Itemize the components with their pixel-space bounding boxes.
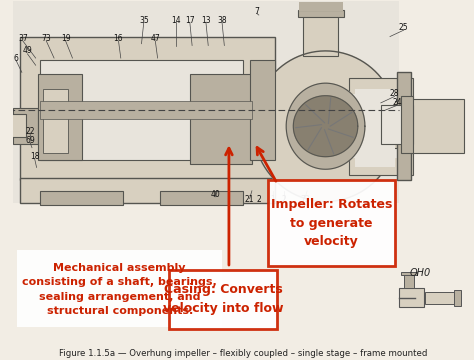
- Bar: [190, 74, 252, 164]
- Text: 2: 2: [282, 195, 286, 204]
- Text: 25: 25: [399, 23, 409, 32]
- Bar: [250, 60, 275, 160]
- Text: 14: 14: [171, 16, 181, 25]
- Bar: [38, 74, 82, 160]
- Text: Mechanical assembly
consisting of a shaft, bearings,
sealing arrangement, and
st: Mechanical assembly consisting of a shaf…: [22, 263, 217, 316]
- Bar: [404, 274, 414, 288]
- Bar: [339, 94, 404, 158]
- Bar: [362, 101, 397, 148]
- Bar: [425, 292, 456, 304]
- Polygon shape: [293, 96, 358, 157]
- Bar: [13, 108, 38, 144]
- Bar: [13, 1, 399, 203]
- Bar: [8, 114, 27, 137]
- Bar: [399, 288, 425, 307]
- Text: 17: 17: [185, 16, 195, 25]
- Text: 35: 35: [139, 16, 149, 25]
- Text: 19: 19: [61, 34, 70, 43]
- FancyBboxPatch shape: [268, 180, 394, 266]
- Bar: [298, 10, 344, 17]
- Polygon shape: [253, 51, 398, 202]
- FancyBboxPatch shape: [169, 270, 277, 329]
- Text: 73: 73: [41, 34, 51, 43]
- Text: 40: 40: [210, 190, 220, 199]
- Bar: [19, 37, 275, 180]
- Text: 69: 69: [25, 136, 35, 145]
- Bar: [399, 99, 464, 153]
- Text: 16: 16: [114, 34, 123, 43]
- Polygon shape: [286, 83, 365, 169]
- Bar: [356, 89, 394, 167]
- Text: 18: 18: [30, 152, 39, 161]
- Bar: [40, 101, 252, 119]
- Text: 73: 73: [300, 195, 310, 204]
- Bar: [397, 72, 410, 180]
- Text: 22: 22: [26, 127, 35, 136]
- Text: Casing: Converts
velocity into flow: Casing: Converts velocity into flow: [163, 283, 283, 315]
- Text: Figure 1.1.5a — Overhung impeller – flexibly coupled – single stage – frame moun: Figure 1.1.5a — Overhung impeller – flex…: [59, 348, 427, 357]
- Bar: [401, 96, 413, 153]
- Text: 28: 28: [390, 89, 399, 98]
- Bar: [401, 272, 417, 275]
- Text: 37: 37: [18, 34, 27, 43]
- Bar: [381, 105, 413, 144]
- Bar: [40, 191, 123, 205]
- Bar: [299, 3, 343, 12]
- Text: 49: 49: [22, 46, 32, 55]
- Text: 13: 13: [201, 16, 211, 25]
- Text: 7: 7: [254, 7, 259, 16]
- Bar: [40, 60, 243, 160]
- Text: 24: 24: [392, 98, 401, 107]
- Text: 1: 1: [270, 195, 275, 204]
- Bar: [455, 291, 461, 306]
- Bar: [348, 78, 413, 175]
- Bar: [43, 89, 68, 153]
- Text: 47: 47: [150, 34, 160, 43]
- Bar: [160, 191, 243, 205]
- Bar: [303, 15, 338, 56]
- Bar: [19, 178, 275, 203]
- Bar: [17, 250, 222, 327]
- Text: 38: 38: [217, 16, 227, 25]
- Text: OH0: OH0: [409, 268, 430, 278]
- Text: 21: 21: [245, 195, 255, 204]
- Text: Impeller: Rotates
to generate
velocity: Impeller: Rotates to generate velocity: [271, 198, 392, 248]
- Text: 6: 6: [14, 54, 19, 63]
- Text: 2: 2: [256, 195, 261, 204]
